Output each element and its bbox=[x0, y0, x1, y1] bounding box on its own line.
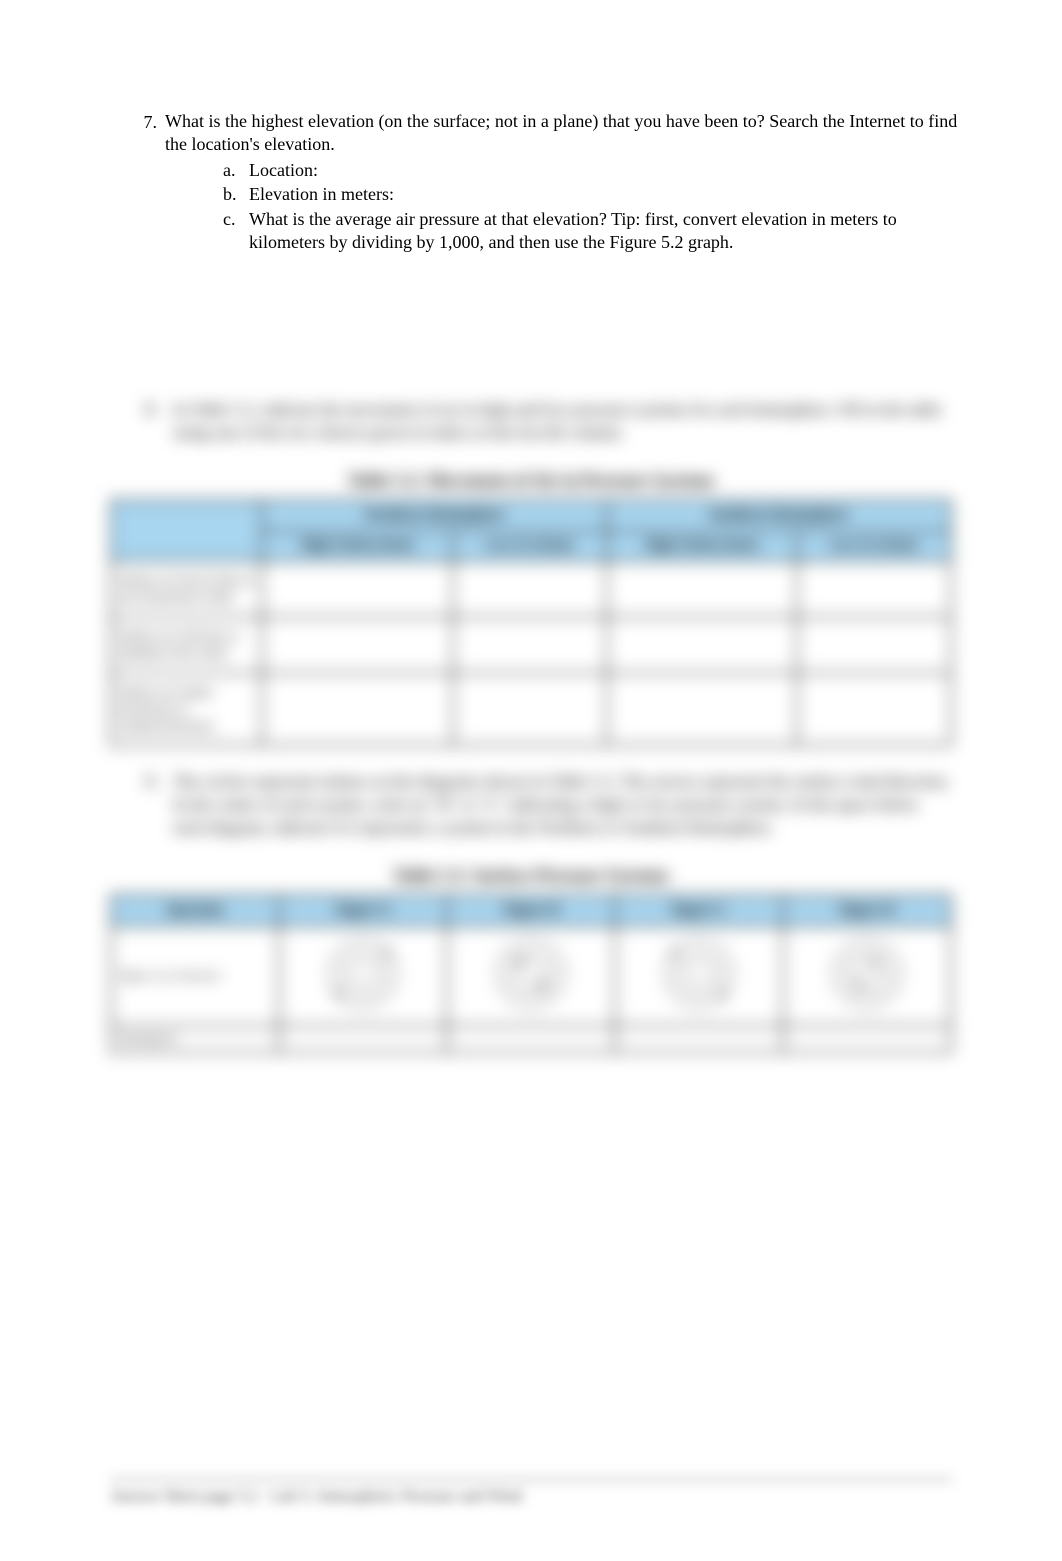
question-main-row: 7. What is the highest elevation (on the… bbox=[135, 110, 962, 157]
table-cell bbox=[453, 673, 607, 746]
table-cell bbox=[783, 1026, 951, 1052]
spiral-icon bbox=[788, 931, 946, 1016]
sub-text: Location: bbox=[249, 159, 962, 182]
spiral-diagram-c bbox=[615, 926, 783, 1026]
table-1-caption: Table 5.2: Movement of Air in Pressure S… bbox=[110, 470, 952, 491]
table-cell bbox=[262, 617, 453, 673]
table-row-label: High or Low Pressure? bbox=[111, 926, 279, 1026]
question-text: The circles represent isobars on the dia… bbox=[173, 771, 952, 840]
table-header-south: Southern Hemisphere bbox=[607, 500, 951, 531]
table-subheader: Low (Cyclone) bbox=[453, 531, 607, 561]
table-2-caption: Table 5.3: Surface Pressure Systems bbox=[110, 865, 952, 886]
table-corner bbox=[111, 500, 262, 561]
question-text: What is the highest elevation (on the su… bbox=[165, 110, 962, 157]
table-row-label: Surface air moves (into or out of) press… bbox=[111, 561, 262, 617]
table-cell bbox=[453, 617, 607, 673]
table-subheader: High (Anticyclone) bbox=[262, 531, 453, 561]
spiral-diagram-b bbox=[447, 926, 615, 1026]
table-subheader: Low (Cyclone) bbox=[797, 531, 951, 561]
table-cell bbox=[615, 1026, 783, 1052]
table-cell bbox=[797, 561, 951, 617]
page-footer: Answer Sheet page 5.2 · Lab 5: Atmospher… bbox=[110, 1479, 952, 1506]
table-header: Figure C bbox=[615, 895, 783, 926]
sub-text: Elevation in meters: bbox=[249, 183, 962, 206]
blurred-preview-section: 8. In Table 5.2, indicate the movement o… bbox=[100, 399, 962, 1053]
table-header: Question bbox=[111, 895, 279, 926]
table-cell bbox=[797, 617, 951, 673]
table-cell bbox=[607, 617, 798, 673]
table-row-label: Surface air will (rise or subside) at th… bbox=[111, 617, 262, 673]
table-surface-pressure: Question Figure A Figure B Figure C Figu… bbox=[110, 894, 952, 1053]
spiral-icon bbox=[620, 931, 778, 1016]
table-cell bbox=[447, 1026, 615, 1052]
table-subheader: High (Anticyclone) bbox=[607, 531, 798, 561]
sub-list: a. Location: b. Elevation in meters: c. … bbox=[223, 159, 962, 255]
table-cell bbox=[607, 561, 798, 617]
sub-item-c: c. What is the average air pressure at t… bbox=[223, 208, 962, 255]
spiral-icon bbox=[284, 931, 442, 1016]
spiral-icon bbox=[452, 931, 610, 1016]
question-9-blurred: 9. The circles represent isobars on the … bbox=[145, 771, 952, 840]
sub-letter: c. bbox=[223, 208, 249, 255]
table-cell bbox=[262, 673, 453, 746]
table-header: Figure D bbox=[783, 895, 951, 926]
sub-item-b: b. Elevation in meters: bbox=[223, 183, 962, 206]
spiral-diagram-d bbox=[783, 926, 951, 1026]
table-header-north: Northern Hemisphere bbox=[262, 500, 606, 531]
table-header: Figure B bbox=[447, 895, 615, 926]
table-cell bbox=[279, 1026, 447, 1052]
table-cell bbox=[262, 561, 453, 617]
question-8-blurred: 8. In Table 5.2, indicate the movement o… bbox=[145, 399, 952, 445]
table-cell bbox=[797, 673, 951, 746]
table-row-label: Hemisphere? bbox=[111, 1026, 279, 1052]
footer-text: Answer Sheet page 5.2 · Lab 5: Atmospher… bbox=[110, 1488, 522, 1505]
sub-text: What is the average air pressure at that… bbox=[249, 208, 962, 255]
question-number: 7. bbox=[135, 110, 165, 135]
question-text: In Table 5.2, indicate the movement of a… bbox=[173, 399, 952, 445]
question-7: 7. What is the highest elevation (on the… bbox=[135, 110, 962, 254]
spiral-diagram-a bbox=[279, 926, 447, 1026]
sub-item-a: a. Location: bbox=[223, 159, 962, 182]
table-row-label: Surface air rotates (clockwise or counte… bbox=[111, 673, 262, 746]
question-bullet: 9. bbox=[145, 771, 173, 840]
table-cell bbox=[453, 561, 607, 617]
sub-letter: a. bbox=[223, 159, 249, 182]
table-header: Figure A bbox=[279, 895, 447, 926]
sub-letter: b. bbox=[223, 183, 249, 206]
question-bullet: 8. bbox=[145, 399, 173, 445]
table-cell bbox=[607, 673, 798, 746]
table-movement-air: Northern Hemisphere Southern Hemisphere … bbox=[110, 499, 952, 746]
